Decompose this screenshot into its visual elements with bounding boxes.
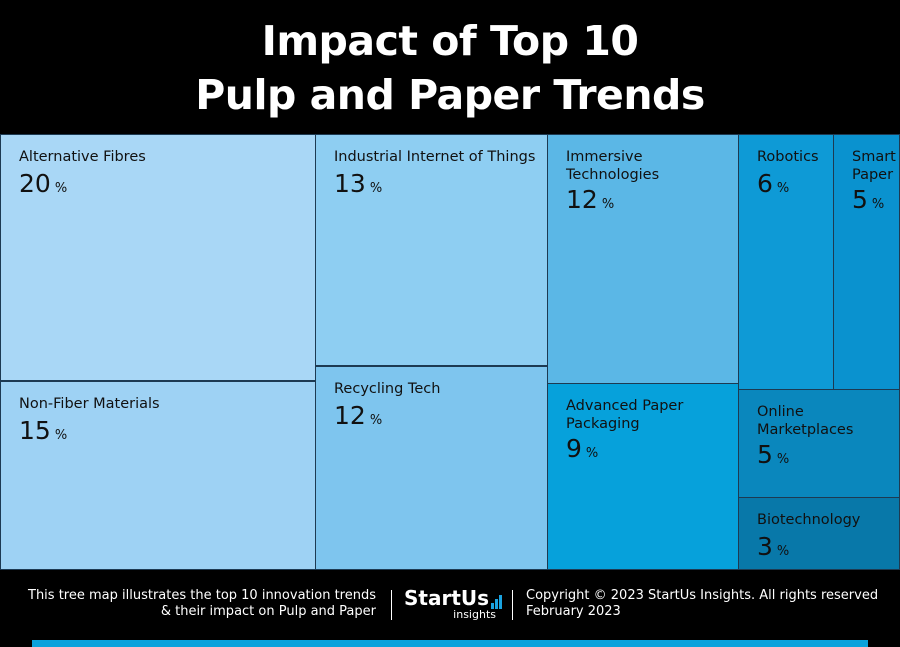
footer-description-line-1: This tree map illustrates the top 10 inn… xyxy=(28,588,376,603)
footer-divider-left xyxy=(391,590,392,620)
chart-title: Impact of Top 10 Pulp and Paper Trends xyxy=(0,14,900,122)
tile-label: Biotechnology xyxy=(757,512,861,528)
treemap-tile-alternative-fibres: Alternative Fibres 20% xyxy=(0,134,316,381)
footer-description-line-2: & their impact on Pulp and Paper xyxy=(160,604,376,619)
tile-label: Online Marketplaces xyxy=(757,404,854,438)
tile-value: 9% xyxy=(566,434,599,463)
treemap-tile-robotics: Robotics 6% xyxy=(738,134,834,390)
bottom-accent-bar xyxy=(32,640,868,647)
brand-sub: insights xyxy=(453,608,496,621)
treemap-tile-immersive-technologies: Immersive Technologies 12% xyxy=(547,134,739,384)
tile-value: 12% xyxy=(566,185,615,214)
tile-label: Recycling Tech xyxy=(334,381,441,397)
tile-value: 3% xyxy=(757,532,790,561)
treemap-tile-online-marketplaces: Online Marketplaces 5% xyxy=(738,389,900,498)
copyright-text: Copyright © 2023 StartUs Insights. All r… xyxy=(526,588,879,603)
tile-value: 12% xyxy=(334,401,383,430)
startus-logo: StartUs insights xyxy=(404,586,503,621)
tile-value: 15% xyxy=(19,416,68,445)
treemap-tile-industrial-iot: Industrial Internet of Things 13% xyxy=(315,134,548,366)
bar-chart-icon xyxy=(491,587,503,609)
tile-label: Robotics xyxy=(757,149,819,165)
treemap: Alternative Fibres 20% Non-Fiber Materials… xyxy=(0,134,900,570)
tile-value: 13% xyxy=(334,169,383,198)
tile-label: Non-Fiber Materials xyxy=(19,396,160,412)
tile-value: 5% xyxy=(852,185,885,214)
tile-value: 5% xyxy=(757,440,790,469)
tile-label: Immersive Technologies xyxy=(566,149,660,183)
treemap-tile-recycling-tech: Recycling Tech 12% xyxy=(315,366,548,570)
title-line-1: Impact of Top 10 xyxy=(261,17,639,65)
footer-divider-right xyxy=(512,590,513,620)
treemap-tile-advanced-paper-packaging: Advanced Paper Packaging 9% xyxy=(547,383,739,570)
title-line-2: Pulp and Paper Trends xyxy=(195,71,705,119)
footer-copyright: Copyright © 2023 StartUs Insights. All r… xyxy=(526,588,878,620)
tile-label: Alternative Fibres xyxy=(19,149,146,165)
tile-value: 20% xyxy=(19,169,68,198)
brand-name: StartUs xyxy=(404,586,490,610)
date-text: February 2023 xyxy=(526,604,621,619)
treemap-tile-smart-paper: Smart Paper 5% xyxy=(833,134,900,390)
tile-value: 6% xyxy=(757,169,790,198)
footer-description: This tree map illustrates the top 10 inn… xyxy=(28,588,376,620)
treemap-tile-non-fiber-materials: Non-Fiber Materials 15% xyxy=(0,381,316,570)
tile-label: Industrial Internet of Things xyxy=(334,149,536,165)
tile-label: Smart Paper xyxy=(852,149,896,183)
treemap-tile-biotechnology: Biotechnology 3% xyxy=(738,497,900,570)
tile-label: Advanced Paper Packaging xyxy=(566,398,684,432)
footer: This tree map illustrates the top 10 inn… xyxy=(0,570,900,647)
